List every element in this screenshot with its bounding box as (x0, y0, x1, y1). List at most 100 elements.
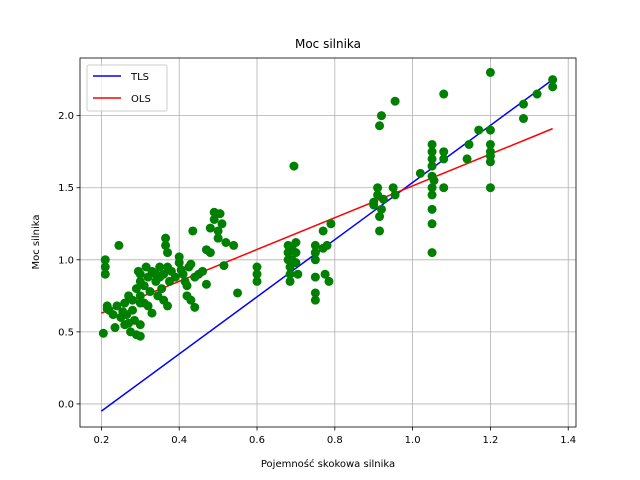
data-point (485, 67, 495, 77)
x-tick-label: 1.4 (560, 435, 576, 446)
data-point (485, 125, 495, 135)
data-point (108, 310, 118, 320)
data-point (388, 183, 398, 193)
data-point (131, 284, 141, 294)
x-axis-ticks: 0.2 0.4 0.6 0.8 1.0 1.2 1.4 (93, 427, 576, 446)
data-point (310, 255, 320, 265)
data-point (217, 219, 227, 229)
data-points (98, 67, 558, 341)
data-point (205, 223, 215, 233)
data-point (485, 157, 495, 167)
data-point (128, 295, 138, 305)
data-point (143, 301, 153, 311)
data-point (128, 305, 138, 315)
data-point (213, 226, 223, 236)
data-point (219, 261, 229, 271)
data-point (233, 288, 243, 298)
x-axis-label: Pojemność skokowa silnika (261, 458, 395, 470)
data-point (462, 154, 472, 164)
data-point (310, 295, 320, 305)
data-point (322, 240, 332, 250)
data-point (532, 89, 542, 99)
data-point (198, 266, 208, 276)
data-point (375, 121, 385, 131)
data-point (213, 233, 223, 243)
data-point (376, 111, 386, 121)
data-point (390, 96, 400, 106)
x-tick-label: 1.0 (405, 435, 421, 446)
data-point (285, 269, 295, 279)
data-point (518, 99, 528, 109)
x-tick-label: 0.4 (171, 435, 187, 446)
data-point (163, 248, 173, 258)
data-point (369, 197, 379, 207)
y-tick-label: 1.5 (58, 183, 74, 194)
data-point (110, 323, 120, 333)
data-point (427, 204, 437, 214)
data-point (98, 328, 108, 338)
data-point (215, 209, 225, 219)
legend-label-ols: OLS (131, 94, 151, 105)
data-point (326, 219, 336, 229)
y-axis-label: Moc silnika (31, 214, 42, 269)
data-point (474, 125, 484, 135)
data-point (293, 269, 303, 279)
data-point (324, 276, 334, 286)
data-point (135, 291, 145, 301)
data-point (291, 248, 301, 258)
data-point (310, 288, 320, 298)
data-point (229, 240, 239, 250)
x-tick-label: 0.8 (327, 435, 343, 446)
data-point (100, 269, 110, 279)
data-point (100, 255, 110, 265)
data-point (376, 204, 386, 214)
data-point (205, 248, 215, 258)
data-point (427, 154, 437, 164)
data-point (186, 259, 196, 269)
data-point (163, 301, 173, 311)
data-point (518, 114, 528, 124)
data-point (114, 240, 124, 250)
data-point (252, 262, 262, 272)
data-point (415, 168, 425, 178)
chart-title: Moc silnika (295, 37, 361, 51)
y-tick-label: 0.5 (58, 327, 74, 338)
data-point (427, 248, 437, 258)
y-tick-label: 2.0 (58, 111, 74, 122)
data-point (427, 147, 437, 157)
data-point (135, 331, 145, 341)
data-point (320, 269, 330, 279)
data-point (375, 226, 385, 236)
data-point (145, 287, 155, 297)
data-point (439, 147, 449, 157)
data-point (427, 161, 437, 171)
data-point (485, 139, 495, 149)
data-point (291, 258, 301, 268)
data-point (159, 269, 169, 279)
data-point (155, 262, 165, 272)
data-point (190, 302, 200, 312)
data-point (390, 190, 400, 200)
legend-label-tls: TLS (130, 72, 149, 83)
data-point (427, 219, 437, 229)
data-point (139, 281, 149, 291)
data-point (310, 272, 320, 282)
legend: TLS OLS (86, 64, 168, 112)
data-point (318, 226, 328, 236)
data-point (439, 154, 449, 164)
data-point (289, 161, 299, 171)
x-tick-label: 0.2 (93, 435, 109, 446)
data-point (157, 284, 167, 294)
data-point (120, 298, 130, 308)
data-point (548, 75, 558, 85)
data-point (429, 176, 439, 186)
data-point (135, 269, 145, 279)
data-point (161, 233, 171, 243)
data-point (100, 262, 110, 272)
data-point (427, 183, 437, 193)
data-point (178, 269, 188, 279)
data-point (439, 183, 449, 193)
data-point (548, 82, 558, 92)
data-point (285, 276, 295, 286)
data-point (221, 238, 231, 247)
